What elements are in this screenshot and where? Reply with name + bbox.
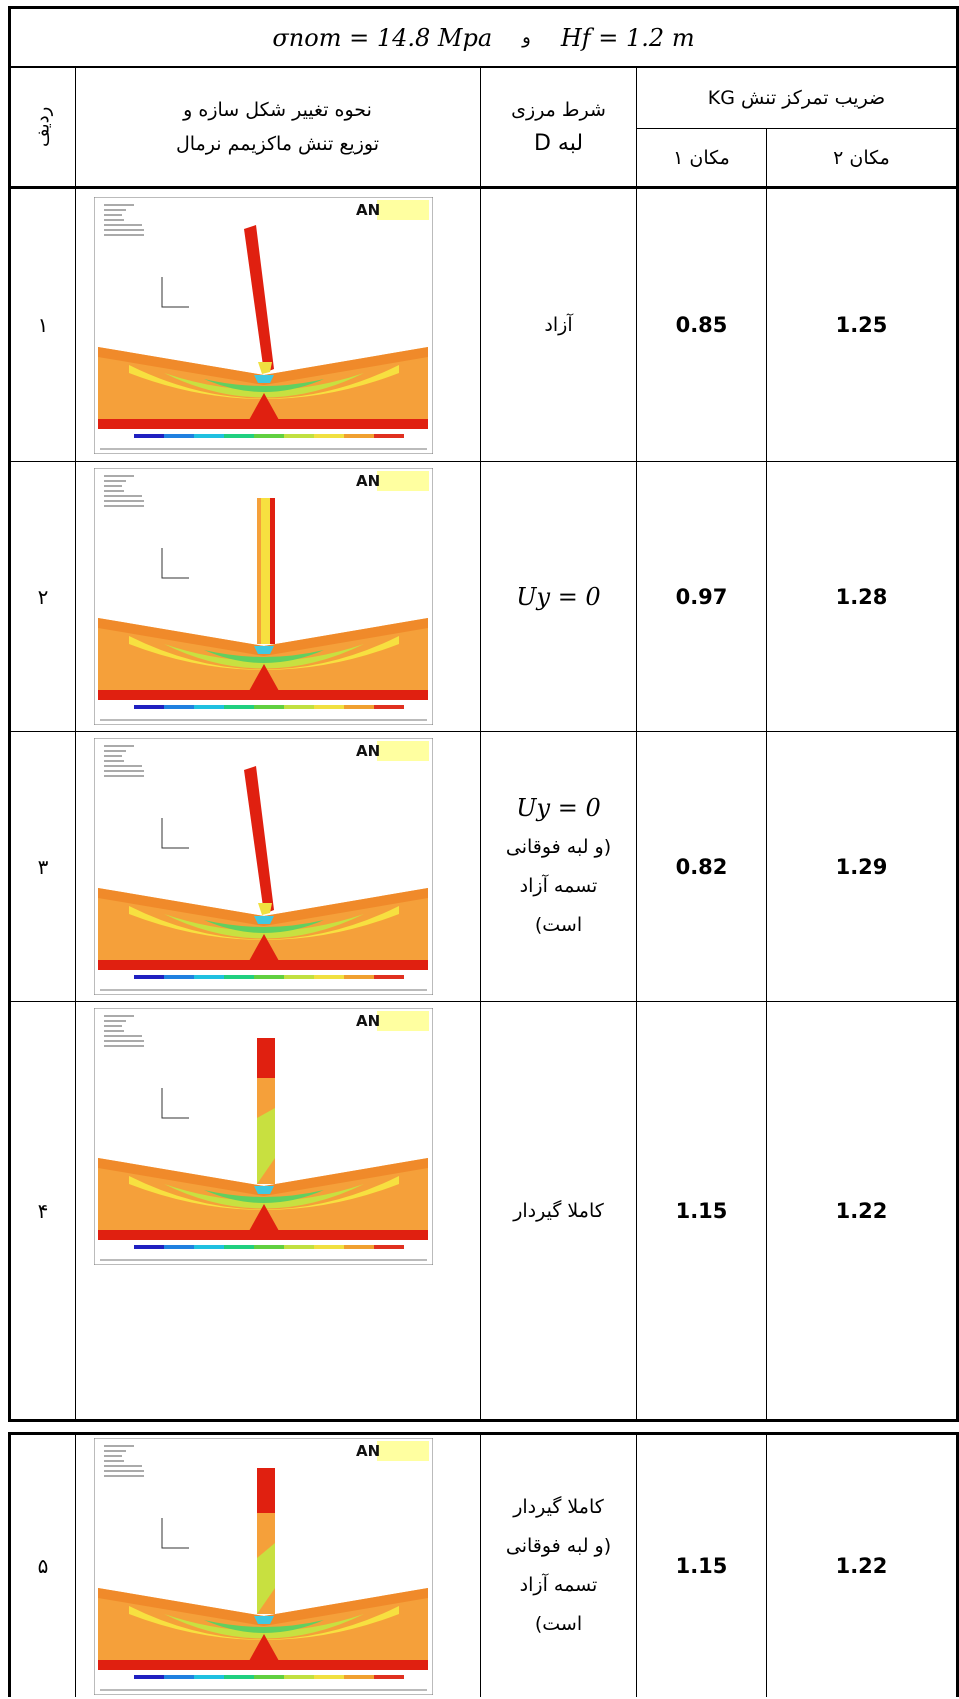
kg-location1: 1.15 [675,1198,728,1223]
kg-location2: 1.22 [835,1554,888,1578]
stress-contour-plot [94,197,433,454]
deformation-header: نحوه تغییر شکل سازه و توزیع تنش ماکزیمم … [75,68,480,186]
boundary-line: تسمه آزاد [519,874,598,897]
stress-figure [94,468,433,725]
deformation-header-line2: توزیع تنش ماکزیمم نرمال [176,133,379,155]
kg-location2: 1.25 [835,313,888,337]
kg-location1: 0.82 [675,854,728,879]
boundary-condition: Uy = 0 (و لبه فوقانی تسمه آزاد است) [481,732,636,1001]
condition-header: σnom = 14.8 Mpa و Hf = 1.2 m [11,9,956,66]
boundary-condition: آزاد [544,314,573,336]
boundary-line: است) [534,1613,583,1635]
stress-contour-plot [94,1438,433,1695]
row-number: ۵ [37,1554,49,1578]
deformation-header-line1: نحوه تغییر شکل سازه و [183,99,372,121]
boundary-line: کاملا گیردار [513,1496,604,1518]
row-number: ۳ [37,854,49,879]
boundary-line: (و لبه فوقانی [505,835,612,858]
stress-figure [94,1008,433,1265]
stress-contour-plot [94,738,433,995]
boundary-condition: کاملا گیردار (و لبه فوقانی تسمه آزاد است… [481,1435,636,1697]
row-number: ۴ [37,1198,49,1223]
boundary-header-line1: شرط مرزی [511,99,606,121]
location1-header: مکان ۱ [673,146,730,169]
boundary-line: Uy = 0 [516,793,601,822]
stress-table: σnom = 14.8 Mpa و Hf = 1.2 m ردیف نحوه ت… [8,6,959,1422]
kg-location2: 1.28 [835,584,888,609]
kg-location1: 0.85 [675,313,728,337]
sigma-condition: σnom = 14.8 Mpa [272,23,493,52]
height-condition: Hf = 1.2 m [560,23,695,52]
boundary-line: است) [534,913,583,936]
boundary-line: (و لبه فوقانی [505,1535,612,1557]
stress-table-continued: ۵ کاملا گیردار (و لبه فوقانی تسمه آزاد ا… [8,1432,959,1697]
row-number: ۱ [37,313,49,337]
stress-figure [94,738,433,995]
stress-contour-plot [94,468,433,725]
boundary-header-line2: لبه D [533,131,584,156]
location2-header: مکان ۲ [833,146,890,169]
stress-figure [94,1438,433,1695]
row-number-header: ردیف [32,106,54,148]
boundary-condition: کاملا گیردار [513,1199,604,1222]
conjunction: و [522,27,531,48]
kg-header: ضریب تمرکز تنش KG [707,87,886,109]
boundary-condition: Uy = 0 [516,582,601,611]
stress-figure [94,197,433,454]
kg-location1: 0.97 [675,584,728,609]
stress-contour-plot [94,1008,433,1265]
kg-location2: 1.22 [835,1198,888,1223]
kg-location2: 1.29 [835,854,888,879]
kg-location1: 1.15 [675,1554,728,1578]
boundary-line: تسمه آزاد [519,1574,598,1596]
row-number: ۲ [37,584,49,609]
boundary-header: شرط مرزی لبه D [481,68,636,186]
